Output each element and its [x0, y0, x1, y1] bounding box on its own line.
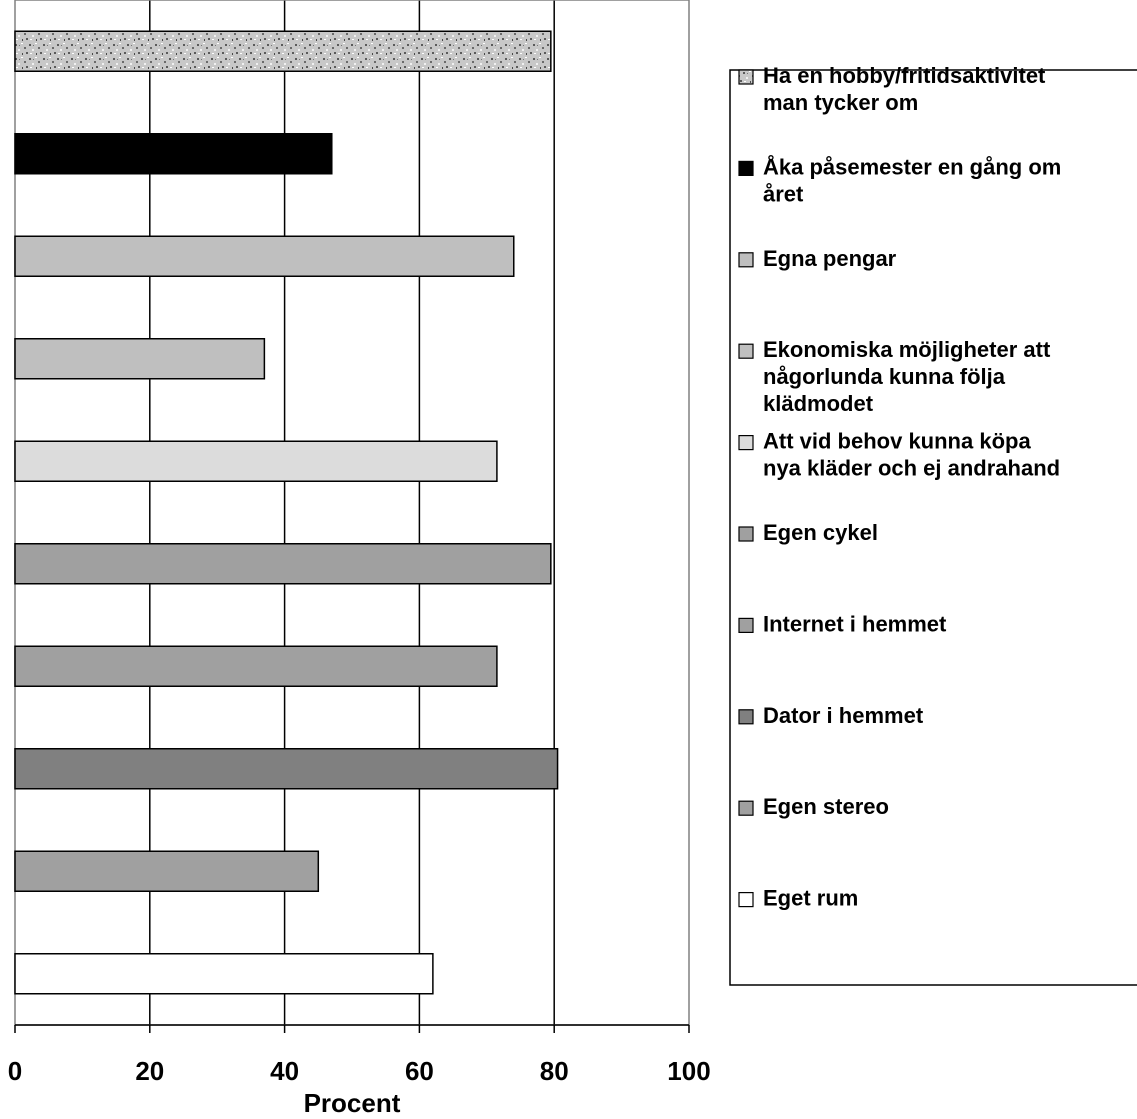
x-tick-label-5: 100 — [667, 1056, 710, 1086]
legend-label-line: Internet i hemmet — [763, 611, 947, 636]
x-tick-label-4: 80 — [540, 1056, 569, 1086]
legend-label-4: Ekonomiska möjligheter att någorlunda kun… — [763, 337, 1051, 416]
bar-10 — [14, 953, 434, 995]
bar-2 — [14, 133, 333, 175]
legend-label-3: Egna pengar — [763, 246, 897, 271]
bar-7 — [14, 645, 498, 687]
x-tick-label-2: 40 — [270, 1056, 299, 1086]
legend-label-line: man tycker om — [763, 90, 918, 115]
legend-swatch-7 — [738, 617, 754, 634]
legend-swatch-4 — [738, 343, 754, 359]
legend-label-line: Eget rum — [763, 886, 858, 911]
legend-label-8: Dator i hemmet — [763, 703, 924, 728]
legend-swatch-9 — [738, 800, 754, 816]
legend-label-2: Åka påsemester en gång om året — [763, 153, 1061, 206]
legend-label-line: Egna pengar — [763, 246, 897, 271]
legend-label-7: Internet i hemmet — [763, 611, 947, 636]
legend-swatch-6 — [738, 526, 754, 542]
legend-label-6: Egen cykel — [763, 520, 878, 545]
bar-5 — [14, 440, 498, 482]
legend-label-line: Dator i hemmet — [763, 703, 924, 728]
x-axis-title: Procent — [304, 1088, 401, 1118]
x-tick-label-0: 0 — [8, 1056, 22, 1086]
x-tick-label-1: 20 — [135, 1056, 164, 1086]
legend-label-line: Ha en hobby/fritidsaktivitet — [763, 63, 1046, 88]
legend-label-line: Egen stereo — [763, 794, 889, 819]
bar-3 — [14, 235, 515, 277]
legend-label-1: Ha en hobby/fritidsaktivitet man tycker o… — [763, 63, 1046, 115]
legend-label-10: Eget rum — [763, 886, 858, 911]
legend-swatch-3 — [738, 252, 754, 268]
legend-swatch-10 — [738, 891, 754, 908]
legend-swatch-8 — [738, 709, 754, 725]
legend-label-line: Ekonomiska möjligheter att — [763, 337, 1051, 362]
bar-8 — [14, 748, 559, 790]
legend-swatch-2 — [738, 160, 754, 176]
legend — [729, 69, 1137, 986]
bar-1 — [14, 30, 552, 72]
legend-label-9: Egen stereo — [763, 794, 889, 819]
legend-label-5: Att vid behov kunna köpa nya kläder och e… — [763, 429, 1060, 481]
legend-label-line: Egen cykel — [763, 520, 878, 545]
legend-label-line: Att vid behov kunna köpa — [763, 429, 1031, 454]
legend-swatch-5 — [738, 435, 754, 451]
x-tick-label-3: 60 — [405, 1056, 434, 1086]
legend-label-line: året — [763, 181, 804, 206]
bar-4 — [14, 338, 266, 380]
bar-6 — [14, 543, 552, 585]
legend-label-line: Åka påsemester en gång om — [763, 153, 1061, 179]
legend-entries: Ha en hobby/fritidsaktivitet man tycker o… — [738, 63, 1061, 911]
bars — [14, 30, 559, 995]
legend-label-line: klädmodet — [763, 391, 874, 416]
legend-label-line: nya kläder och ej andrahand — [763, 456, 1060, 481]
legend-label-line: någorlunda kunna följa — [763, 364, 1006, 389]
x-axis: 0 20 40 60 80 100 — [8, 1024, 711, 1086]
legend-swatch-1 — [738, 69, 754, 85]
bar-9 — [14, 850, 320, 892]
